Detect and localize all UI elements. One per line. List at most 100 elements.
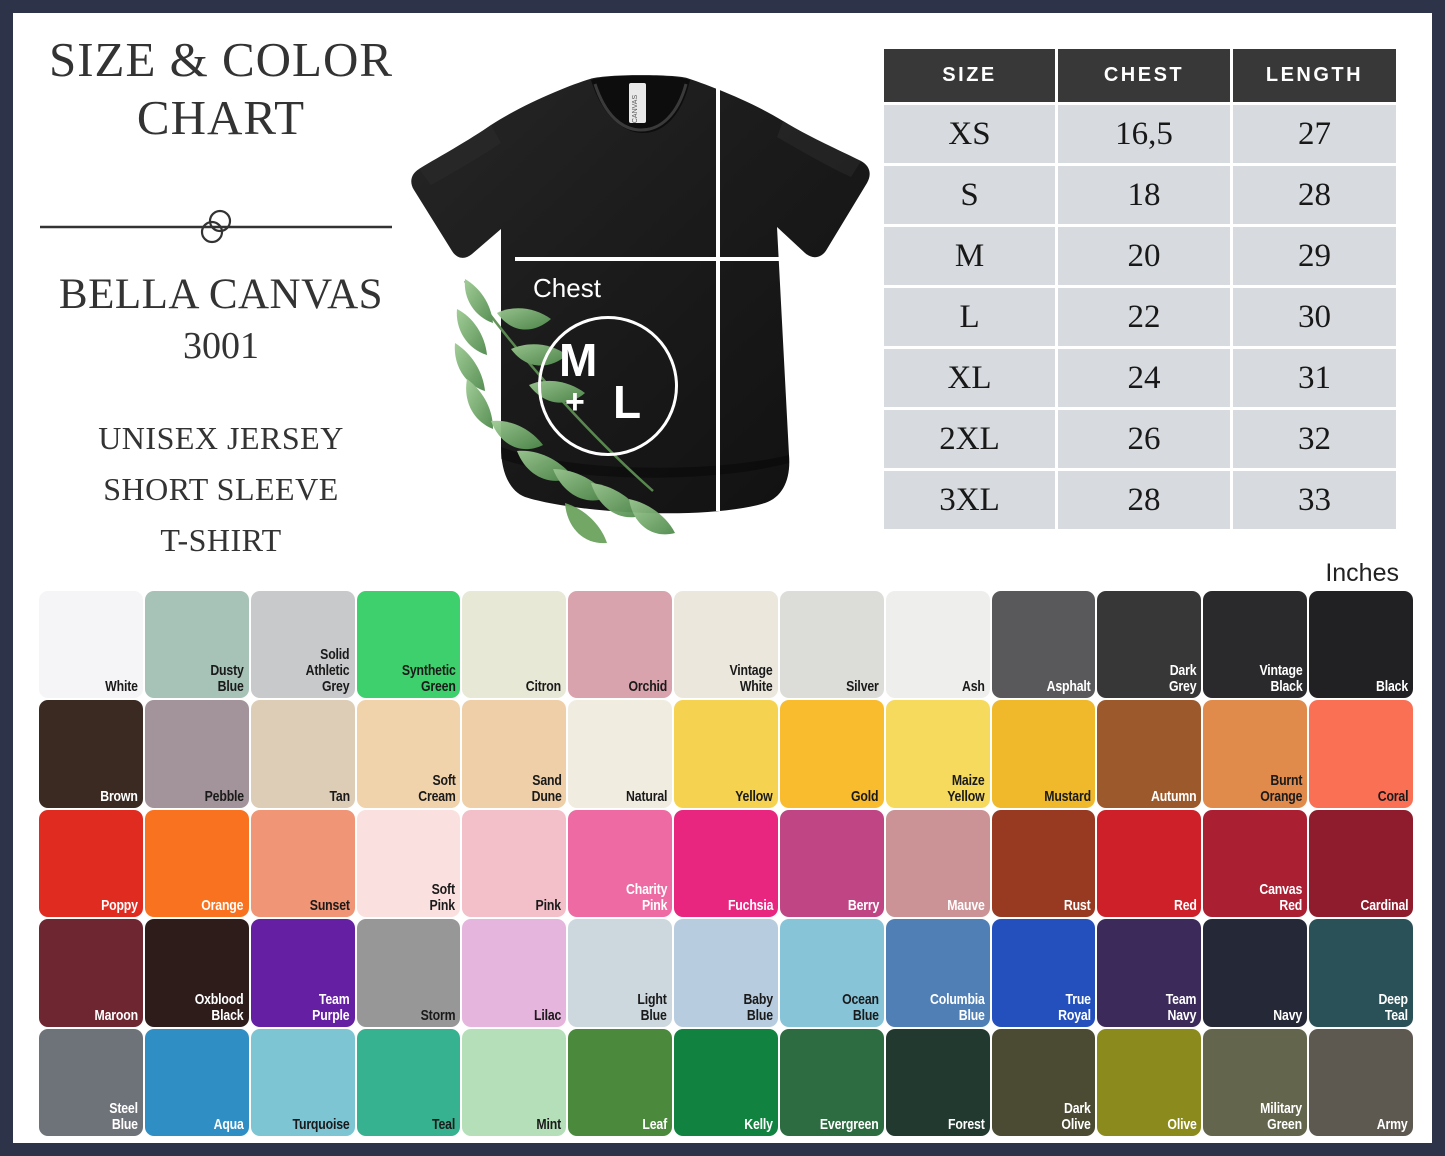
length-cell: 32 bbox=[1232, 410, 1396, 468]
color-swatch[interactable]: Deep Teal bbox=[1309, 919, 1413, 1027]
color-swatch[interactable]: Mauve bbox=[885, 809, 990, 918]
color-swatch[interactable]: Maroon bbox=[39, 919, 143, 1027]
color-swatch[interactable]: Mint bbox=[462, 1028, 567, 1136]
logo-plus-sign: + bbox=[565, 383, 585, 421]
color-swatch[interactable]: Dark Grey bbox=[1097, 591, 1202, 699]
color-swatch[interactable]: Steel Blue bbox=[39, 1028, 143, 1136]
color-swatch-label: Cardinal bbox=[1360, 897, 1408, 915]
color-swatch-label: Charity Pink bbox=[625, 881, 668, 915]
color-swatch[interactable]: Rust bbox=[991, 809, 1096, 918]
color-swatch[interactable]: Gold bbox=[779, 700, 884, 808]
color-swatch[interactable]: Silver bbox=[779, 591, 884, 699]
color-swatch-label: Silver bbox=[846, 678, 879, 696]
color-swatch[interactable]: Soft Cream bbox=[356, 700, 461, 808]
size-cell: XL bbox=[884, 349, 1056, 407]
color-swatch[interactable]: Brown bbox=[39, 700, 143, 808]
color-swatch[interactable]: Leaf bbox=[568, 1028, 673, 1136]
color-swatch[interactable]: Burnt Orange bbox=[1203, 700, 1308, 808]
color-swatch[interactable]: Black bbox=[1309, 591, 1413, 699]
color-swatch[interactable]: Solid Athletic Grey bbox=[250, 591, 355, 699]
color-swatch-label: Sunset bbox=[309, 897, 350, 915]
color-swatch[interactable]: Mustard bbox=[991, 700, 1096, 808]
color-swatch[interactable]: White bbox=[39, 591, 143, 699]
color-swatch-label: Orange bbox=[201, 897, 244, 915]
color-swatch[interactable]: Tan bbox=[250, 700, 355, 808]
color-swatch-label: Forest bbox=[947, 1116, 985, 1133]
color-swatch[interactable]: Natural bbox=[568, 700, 673, 808]
color-swatch[interactable]: Poppy bbox=[39, 809, 143, 918]
color-swatch-label: True Royal bbox=[1057, 990, 1091, 1024]
color-swatch[interactable]: Vintage Black bbox=[1203, 591, 1308, 699]
brand-model: 3001 bbox=[183, 325, 259, 367]
color-swatch[interactable]: Sand Dune bbox=[462, 700, 567, 808]
size-table-body: XS 16,5 27 S 18 28 M 20 29 L 22 30 XL 24 31 2XL 26 32 3XL 2… bbox=[884, 105, 1396, 529]
color-swatch[interactable]: Forest bbox=[885, 1028, 990, 1136]
color-swatch[interactable]: Ocean Blue bbox=[779, 919, 884, 1027]
color-swatch[interactable]: Sunset bbox=[250, 809, 355, 918]
color-swatch[interactable]: Teal bbox=[356, 1028, 461, 1136]
color-swatch-label: Vintage White bbox=[729, 662, 773, 696]
color-swatch-label: Red bbox=[1173, 897, 1197, 915]
size-cell: L bbox=[884, 288, 1056, 346]
color-swatch[interactable]: Canvas Red bbox=[1203, 809, 1308, 918]
color-swatch[interactable]: Baby Blue bbox=[674, 919, 778, 1027]
color-swatch-label: Navy bbox=[1273, 1006, 1303, 1024]
color-swatch[interactable]: Army bbox=[1309, 1028, 1413, 1136]
color-swatch[interactable]: Citron bbox=[462, 591, 567, 699]
color-swatch[interactable]: Pebble bbox=[144, 700, 249, 808]
color-swatch[interactable]: Vintage White bbox=[674, 591, 778, 699]
color-swatch[interactable]: Soft Pink bbox=[356, 809, 461, 918]
chest-cell: 28 bbox=[1058, 471, 1230, 529]
color-swatch[interactable]: Asphalt bbox=[991, 591, 1096, 699]
color-swatch[interactable]: Berry bbox=[779, 809, 884, 918]
color-swatch[interactable]: Olive bbox=[1097, 1028, 1202, 1136]
color-swatch-label: Canvas Red bbox=[1259, 881, 1303, 915]
color-swatch[interactable]: Fuchsia bbox=[674, 809, 778, 918]
color-swatch[interactable]: Light Blue bbox=[568, 919, 673, 1027]
color-swatch-label: Soft Pink bbox=[430, 881, 456, 915]
color-swatch[interactable]: Dark Olive bbox=[991, 1028, 1096, 1136]
color-swatch[interactable]: Orange bbox=[144, 809, 249, 918]
color-swatch[interactable]: Maize Yellow bbox=[885, 700, 990, 808]
color-swatch-label: Lilac bbox=[534, 1006, 562, 1024]
color-swatch-label: Turquoise bbox=[292, 1116, 350, 1133]
color-swatch-grid: White Dusty Blue Solid Athletic Grey Synthe… bbox=[37, 591, 1415, 1136]
color-swatch-label: Autumn bbox=[1150, 787, 1197, 805]
color-swatch[interactable]: Navy bbox=[1203, 919, 1308, 1027]
color-swatch[interactable]: Lilac bbox=[462, 919, 567, 1027]
color-swatch[interactable]: Autumn bbox=[1097, 700, 1202, 808]
color-swatch[interactable]: Coral bbox=[1309, 700, 1413, 808]
color-swatch[interactable]: Dusty Blue bbox=[144, 591, 249, 699]
color-swatch[interactable]: True Royal bbox=[991, 919, 1096, 1027]
color-swatch[interactable]: Orchid bbox=[568, 591, 673, 699]
color-swatch-label: Fuchsia bbox=[727, 897, 774, 915]
color-swatch[interactable]: Red bbox=[1097, 809, 1202, 918]
length-cell: 29 bbox=[1232, 227, 1396, 285]
color-swatch[interactable]: Aqua bbox=[144, 1028, 249, 1136]
color-swatch[interactable]: Charity Pink bbox=[568, 809, 673, 918]
size-cell: 2XL bbox=[884, 410, 1056, 468]
color-swatch[interactable]: Synthetic Green bbox=[356, 591, 461, 699]
color-swatch-label: Gold bbox=[851, 787, 879, 805]
chest-measure-label: Chest bbox=[533, 273, 601, 303]
color-swatch[interactable]: Team Purple bbox=[250, 919, 355, 1027]
color-swatch[interactable]: Team Navy bbox=[1097, 919, 1202, 1027]
chest-cell: 26 bbox=[1058, 410, 1230, 468]
page-title-line2: CHART bbox=[136, 90, 306, 145]
color-swatch-label: Team Purple bbox=[312, 990, 350, 1024]
color-swatch[interactable]: Storm bbox=[356, 919, 461, 1027]
color-swatch[interactable]: Turquoise bbox=[250, 1028, 355, 1136]
divider-rings-icon bbox=[40, 209, 392, 244]
color-swatch[interactable]: Columbia Blue bbox=[885, 919, 990, 1027]
color-swatch[interactable]: Oxblood Black bbox=[144, 919, 249, 1027]
color-swatch[interactable]: Military Green bbox=[1203, 1028, 1308, 1136]
size-cell: S bbox=[884, 166, 1056, 224]
color-swatch-label: Citron bbox=[525, 678, 562, 696]
color-swatch[interactable]: Cardinal bbox=[1309, 809, 1413, 918]
color-swatch[interactable]: Kelly bbox=[674, 1028, 778, 1136]
color-swatch[interactable]: Evergreen bbox=[779, 1028, 884, 1136]
color-swatch[interactable]: Pink bbox=[462, 809, 567, 918]
color-swatch[interactable]: Yellow bbox=[674, 700, 778, 808]
color-swatch-label: Berry bbox=[847, 897, 879, 915]
color-swatch[interactable]: Ash bbox=[885, 591, 990, 699]
